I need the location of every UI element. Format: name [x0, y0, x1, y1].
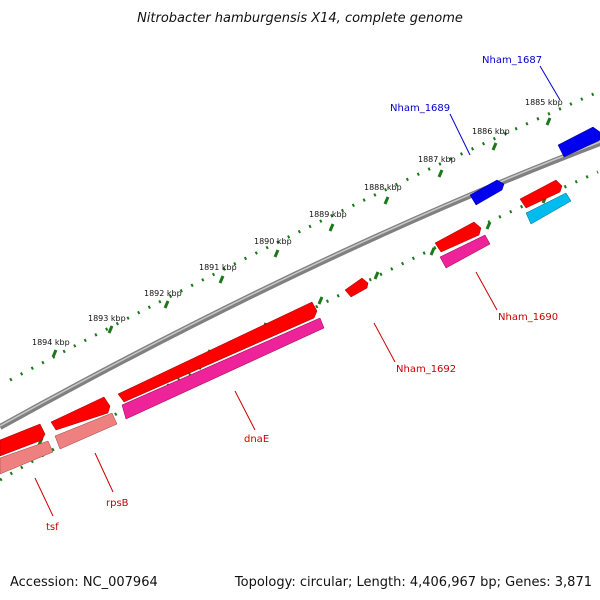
- kbp-label: 1891 kbp: [199, 263, 237, 272]
- leader-nham-1689: [449, 113, 471, 156]
- gene-nham-1692[interactable]: [344, 277, 369, 298]
- major-tick: [373, 271, 380, 280]
- kbp-label: 1894 kbp: [32, 338, 70, 347]
- kbp-label: 1886 kbp: [472, 127, 510, 136]
- major-tick: [545, 117, 552, 126]
- label-nham-1692[interactable]: Nham_1692: [396, 364, 456, 375]
- cds-pink-nham-1690[interactable]: [439, 234, 491, 269]
- kbp-label: 1890 kbp: [254, 237, 292, 246]
- label-nham-1687[interactable]: Nham_1687: [482, 55, 542, 66]
- major-tick: [317, 296, 324, 305]
- reverse-genes: [0, 179, 563, 457]
- major-tick: [383, 196, 390, 205]
- gene-nham-1690[interactable]: [434, 221, 482, 253]
- major-tick: [328, 223, 335, 232]
- cds-features: [0, 192, 572, 475]
- gene-nham-1687[interactable]: [557, 126, 600, 158]
- label-dnae[interactable]: dnaE: [244, 434, 269, 445]
- accession-text: Accession: NC_007964: [10, 575, 158, 590]
- major-tick: [437, 169, 444, 178]
- major-tick: [491, 142, 498, 151]
- gene-labels: Nham_1687 Nham_1689 Nham_1690 Nham_1692 …: [46, 55, 558, 533]
- cds-cyan[interactable]: [525, 192, 572, 225]
- gene-tsf[interactable]: [0, 423, 46, 457]
- leader-nham-1687: [539, 65, 561, 101]
- genome-backbone: [0, 140, 600, 430]
- major-tick: [273, 249, 280, 258]
- kbp-labels: 1885 kbp 1886 kbp 1887 kbp 1888 kbp 1889…: [32, 98, 563, 347]
- forward-genes: [469, 126, 600, 206]
- major-tick: [163, 300, 170, 309]
- gene-red-1[interactable]: [519, 179, 563, 209]
- leader-rpsb: [94, 452, 114, 493]
- gene-nham-1689[interactable]: [469, 179, 505, 206]
- kbp-label: 1885 kbp: [525, 98, 563, 107]
- major-tick: [218, 275, 225, 284]
- label-rpsb[interactable]: rpsB: [106, 498, 129, 509]
- label-leaders: [34, 65, 561, 517]
- major-tick: [51, 349, 58, 358]
- genome-backbone-highlight: [0, 141, 600, 427]
- label-nham-1689[interactable]: Nham_1689: [390, 103, 450, 114]
- major-tick: [429, 247, 436, 256]
- leader-tsf: [34, 477, 54, 517]
- gene-rpsb[interactable]: [50, 396, 111, 431]
- map-title: Nitrobacter hamburgensis X14, complete g…: [137, 11, 463, 26]
- leader-dnae: [234, 390, 256, 431]
- kbp-label: 1888 kbp: [364, 183, 402, 192]
- major-tick: [107, 325, 114, 334]
- major-ticks: [51, 117, 552, 358]
- kbp-label: 1892 kbp: [144, 289, 182, 298]
- label-tsf[interactable]: tsf: [46, 522, 59, 533]
- cds-pink-dnae[interactable]: [121, 317, 325, 420]
- cds-salmon-tsf[interactable]: [0, 440, 54, 475]
- label-nham-1690[interactable]: Nham_1690: [498, 312, 558, 323]
- cds-salmon-rpsb[interactable]: [54, 412, 118, 450]
- gene-dnae[interactable]: [117, 301, 318, 403]
- leader-nham-1690: [475, 271, 498, 311]
- topology-summary: Topology: circular; Length: 4,406,967 bp…: [234, 575, 592, 590]
- kbp-label: 1889 kbp: [309, 210, 347, 219]
- leader-nham-1692: [373, 322, 396, 363]
- kbp-label: 1887 kbp: [418, 155, 456, 164]
- kbp-label: 1893 kbp: [88, 314, 126, 323]
- major-tick: [485, 221, 492, 230]
